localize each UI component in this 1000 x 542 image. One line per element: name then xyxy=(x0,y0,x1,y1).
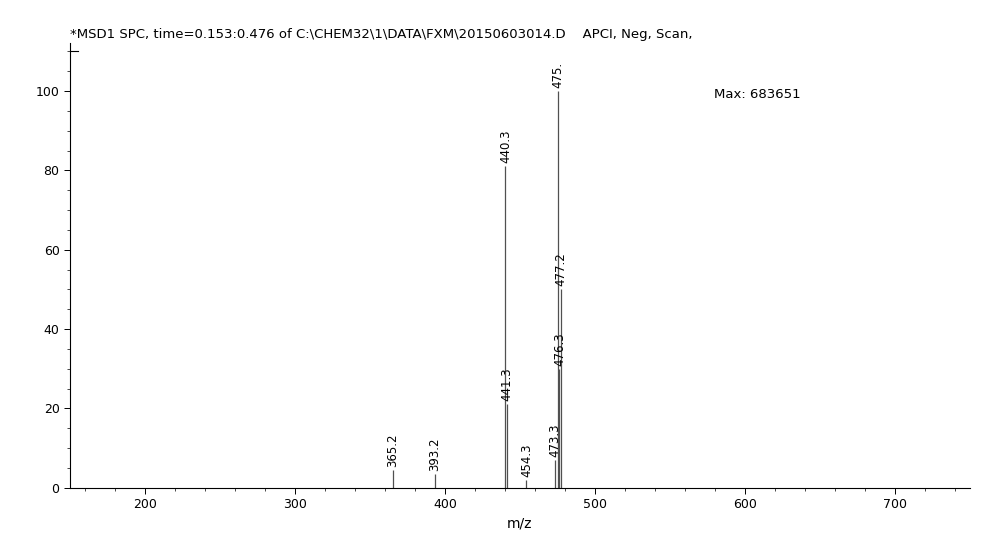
Text: 475.: 475. xyxy=(551,62,564,88)
Text: *MSD1 SPC, time=0.153:0.476 of C:\CHEM32\1\DATA\FXM\20150603014.D    APCI, Neg, : *MSD1 SPC, time=0.153:0.476 of C:\CHEM32… xyxy=(70,28,692,41)
Text: 441.3: 441.3 xyxy=(500,367,513,401)
Text: 440.3: 440.3 xyxy=(499,130,512,163)
Text: 476.3: 476.3 xyxy=(553,332,566,366)
Text: 477.2: 477.2 xyxy=(554,253,567,286)
Text: 473.3: 473.3 xyxy=(548,423,561,457)
Text: 365.2: 365.2 xyxy=(386,433,399,467)
Text: 454.3: 454.3 xyxy=(520,443,533,477)
Text: 393.2: 393.2 xyxy=(428,437,441,471)
X-axis label: m/z: m/z xyxy=(507,517,533,531)
Text: Max: 683651: Max: 683651 xyxy=(714,88,800,101)
